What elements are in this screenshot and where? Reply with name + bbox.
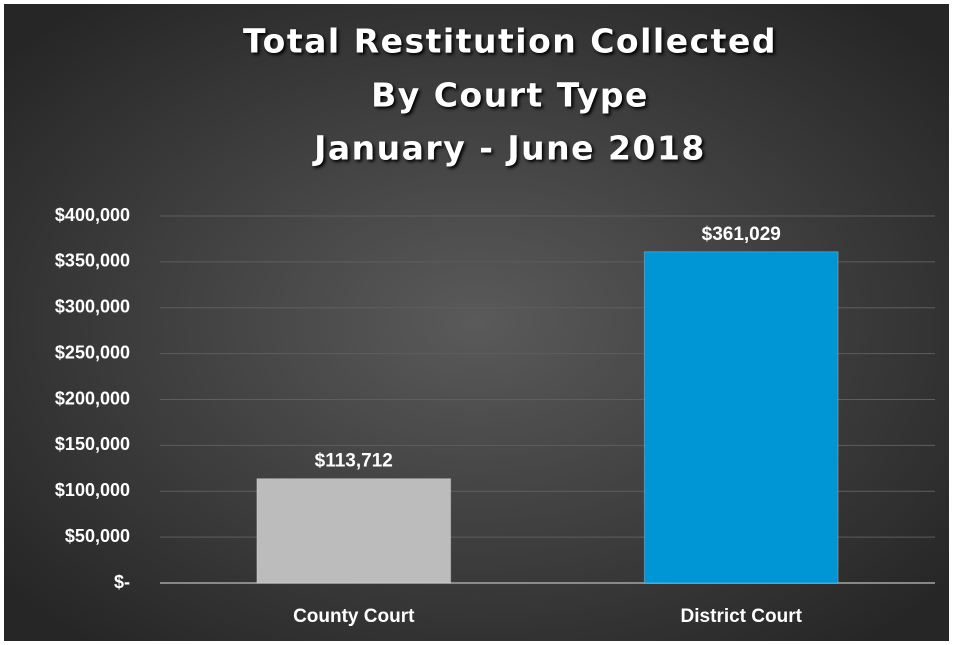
- y-tick-label: $150,000: [55, 434, 130, 454]
- y-tick-label: $100,000: [55, 480, 130, 500]
- value-label: $113,712: [315, 451, 393, 472]
- bar: [256, 478, 452, 584]
- y-tick-label: $50,000: [65, 526, 130, 546]
- x-tick-label: County Court: [293, 606, 415, 627]
- y-tick-label: $200,000: [55, 388, 130, 408]
- y-tick-label: $250,000: [55, 342, 130, 362]
- y-tick-label: $300,000: [55, 297, 130, 317]
- bar: [643, 251, 839, 584]
- value-label: $361,029: [702, 224, 781, 245]
- x-tick-label: District Court: [681, 606, 803, 627]
- chart-title: Total Restitution Collected: [243, 22, 777, 61]
- y-tick-label: $350,000: [55, 251, 130, 271]
- y-tick-label: $400,000: [55, 205, 130, 225]
- chart-title: January - June 2018: [312, 129, 706, 168]
- y-tick-label: $-: [114, 572, 130, 592]
- chart-title: By Court Type: [371, 76, 649, 115]
